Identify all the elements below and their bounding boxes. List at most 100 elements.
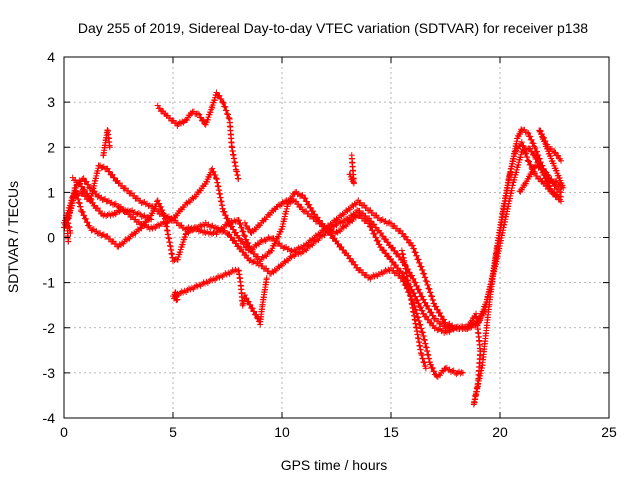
data-point <box>83 215 90 222</box>
data-point <box>241 232 248 239</box>
data-point <box>247 301 254 308</box>
data-point <box>235 217 242 224</box>
series-track-e <box>69 139 565 408</box>
data-point <box>530 151 537 158</box>
data-point <box>373 234 380 241</box>
grid-layer <box>64 57 609 418</box>
data-point <box>527 133 534 140</box>
data-point <box>251 308 258 315</box>
data-point <box>238 246 245 253</box>
x-tick-label: 0 <box>60 424 68 440</box>
data-point <box>434 327 441 334</box>
data-point <box>213 89 220 96</box>
data-point <box>156 200 163 207</box>
data-point <box>537 127 544 134</box>
data-point <box>232 266 239 273</box>
data-point <box>241 291 248 298</box>
data-point <box>226 115 233 122</box>
data-point <box>414 297 421 304</box>
data-point <box>246 226 253 233</box>
data-point <box>154 197 161 204</box>
data-point <box>443 322 450 329</box>
data-layer <box>61 89 567 408</box>
y-tick-label: 1 <box>47 184 55 200</box>
x-tick-label: 25 <box>601 424 617 440</box>
data-point <box>524 154 531 161</box>
data-point <box>424 282 431 289</box>
data-point <box>521 146 528 153</box>
data-point <box>402 233 409 240</box>
data-point <box>427 361 434 368</box>
data-point <box>77 180 84 187</box>
data-point <box>290 197 297 204</box>
y-axis-label: SDTVAR / TECUs <box>5 181 21 293</box>
data-point <box>245 298 252 305</box>
data-point <box>193 282 200 289</box>
data-point <box>454 369 461 376</box>
data-point <box>194 110 201 117</box>
data-point <box>228 234 235 241</box>
data-point <box>299 192 306 199</box>
data-point <box>171 291 178 298</box>
data-point <box>552 149 559 156</box>
y-tick-label: 3 <box>47 94 55 110</box>
data-point <box>530 140 537 147</box>
data-point <box>150 223 157 230</box>
data-point <box>428 319 435 326</box>
data-point <box>196 111 203 118</box>
data-point <box>394 265 401 272</box>
data-point <box>85 181 92 188</box>
data-point <box>158 203 165 210</box>
data-point <box>135 210 142 217</box>
data-point <box>377 217 384 224</box>
data-point <box>134 210 141 217</box>
data-point <box>88 196 95 203</box>
data-point <box>146 202 153 209</box>
data-point <box>378 269 385 276</box>
data-point <box>240 249 247 256</box>
data-point <box>538 131 545 138</box>
data-point <box>375 238 382 245</box>
data-point <box>81 212 88 219</box>
data-point <box>352 261 359 268</box>
data-point <box>413 252 420 259</box>
data-point <box>199 229 206 236</box>
data-point <box>412 249 419 256</box>
data-point <box>420 296 427 303</box>
data-point <box>268 247 275 254</box>
data-point <box>325 227 332 234</box>
data-point <box>540 134 547 141</box>
data-point <box>410 245 417 252</box>
data-point <box>389 244 396 251</box>
data-point <box>524 157 531 164</box>
data-point <box>106 168 113 175</box>
data-point <box>399 270 406 277</box>
data-point <box>340 247 347 254</box>
data-point <box>533 156 540 163</box>
data-point <box>228 218 235 225</box>
data-point <box>106 144 113 151</box>
data-point <box>366 220 373 227</box>
data-point <box>238 224 245 231</box>
data-point <box>310 208 317 215</box>
y-tick-label: 0 <box>47 230 55 246</box>
data-point <box>350 258 357 265</box>
data-point <box>288 247 295 254</box>
data-point <box>104 211 111 218</box>
data-point <box>380 233 387 240</box>
data-point <box>477 315 484 322</box>
data-point <box>423 278 430 285</box>
data-point <box>419 267 426 274</box>
data-point <box>104 165 111 172</box>
data-point <box>540 166 547 173</box>
data-point <box>209 165 216 172</box>
data-point <box>261 236 268 243</box>
data-point <box>314 214 321 221</box>
data-point <box>399 230 406 237</box>
data-point <box>265 234 272 241</box>
x-tick-label: 5 <box>169 424 177 440</box>
data-point <box>555 152 562 159</box>
data-point <box>431 368 438 375</box>
data-point <box>222 212 229 219</box>
